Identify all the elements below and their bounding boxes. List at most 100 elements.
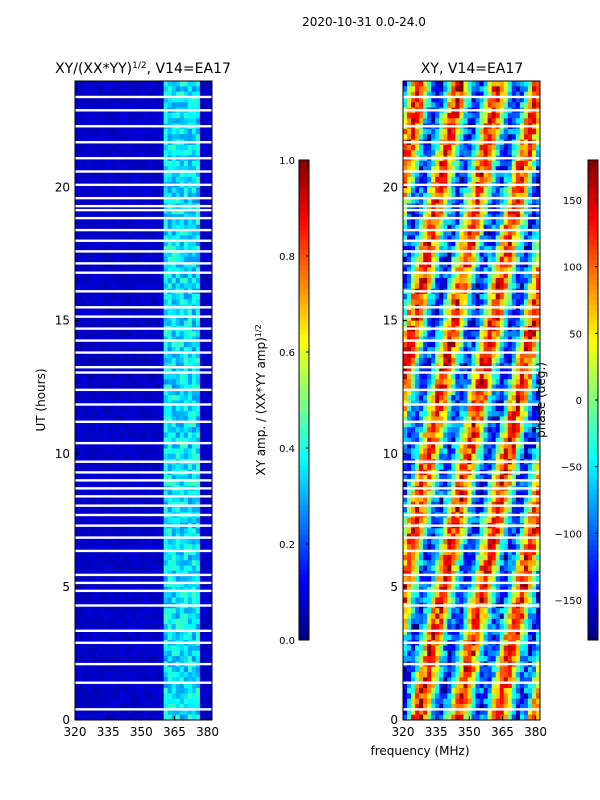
flagged-row (75, 95, 212, 99)
heatmap-cell (159, 656, 165, 662)
heatmap-cell (187, 480, 193, 487)
heatmap-cell (87, 96, 92, 103)
flagged-row (75, 216, 212, 220)
heatmap-cell (163, 187, 169, 194)
heatmap-cell (147, 144, 152, 151)
heatmap-cell (187, 448, 193, 455)
heatmap-cell (175, 704, 181, 710)
heatmap-cell (191, 507, 197, 513)
heatmap-cell (147, 634, 152, 641)
heatmap-cell (147, 347, 152, 353)
flagged-row (75, 366, 212, 369)
heatmap-cell (207, 219, 213, 226)
heatmap-cell (471, 91, 476, 98)
heatmap-cell (155, 443, 161, 449)
heatmap-cell (203, 496, 209, 503)
heatmap-cell (115, 560, 120, 566)
heatmap-cell (107, 677, 112, 684)
heatmap-cell (171, 688, 177, 694)
heatmap-cell (103, 496, 108, 503)
heatmap-cell (87, 437, 92, 444)
heatmap-cell (535, 91, 541, 98)
heatmap-cell (123, 278, 128, 284)
heatmap-cell (195, 278, 201, 284)
heatmap-cell (123, 613, 128, 620)
heatmap-cell (91, 405, 96, 412)
heatmap-cell (131, 629, 136, 636)
heatmap-cell (187, 235, 193, 242)
heatmap-cell (95, 688, 100, 694)
heatmap-cell (435, 166, 440, 172)
heatmap-cell (83, 597, 88, 604)
heatmap-cell (99, 693, 104, 700)
heatmap-cell (147, 230, 152, 236)
heatmap-cell (83, 267, 88, 274)
heatmap-cell (203, 176, 209, 183)
heatmap-cell (155, 134, 161, 140)
heatmap-cell (203, 118, 209, 125)
heatmap-cell (111, 299, 116, 306)
heatmap-cell (423, 166, 428, 172)
heatmap-cell (203, 150, 209, 156)
heatmap-cell (183, 704, 189, 710)
heatmap-cell (203, 411, 209, 417)
heatmap-cell (91, 480, 96, 487)
heatmap-cell (159, 102, 165, 109)
heatmap-cell (475, 144, 480, 151)
heatmap-cell (195, 544, 201, 551)
heatmap-cell (491, 144, 497, 151)
heatmap-cell (175, 198, 181, 204)
heatmap-cell (91, 309, 96, 316)
heatmap-cell (107, 421, 112, 428)
heatmap-cell (79, 144, 84, 151)
heatmap-cell (115, 352, 120, 359)
flagged-row (75, 371, 212, 374)
heatmap-cell (203, 565, 209, 572)
heatmap-cell (79, 187, 84, 194)
heatmap-cell (175, 357, 181, 364)
heatmap-cell (199, 613, 205, 620)
heatmap-cell (95, 86, 100, 93)
heatmap-cell (159, 150, 165, 156)
heatmap-cell (203, 246, 209, 252)
heatmap-cell (139, 597, 144, 604)
heatmap-cell (471, 96, 476, 103)
heatmap-cell (183, 560, 189, 566)
heatmap-cell (207, 437, 213, 444)
heatmap-cell (99, 331, 104, 337)
heatmap-cell (75, 565, 80, 572)
heatmap-cell (135, 592, 140, 598)
heatmap-cell (123, 645, 128, 652)
heatmap-cell (199, 299, 205, 306)
heatmap-cell (159, 517, 165, 524)
heatmap-cell (79, 538, 84, 545)
heatmap-cell (203, 219, 209, 226)
heatmap-cell (87, 709, 92, 716)
heatmap-cell (127, 682, 132, 689)
heatmap-cell (131, 592, 136, 598)
heatmap-cell (99, 352, 104, 359)
heatmap-cell (159, 437, 165, 444)
heatmap-cell (179, 629, 185, 636)
heatmap-cell (79, 507, 84, 513)
heatmap-cell (75, 688, 80, 694)
heatmap-cell (115, 187, 120, 194)
heatmap-cell (191, 549, 197, 556)
heatmap-cell (123, 432, 128, 439)
heatmap-cell (111, 352, 116, 359)
heatmap-cell (195, 208, 201, 215)
heatmap-cell (103, 373, 108, 380)
heatmap-cell (147, 491, 152, 497)
heatmap-cell (511, 91, 517, 98)
heatmap-cell (127, 565, 132, 572)
heatmap-cell (139, 432, 144, 439)
heatmap-cell (431, 192, 436, 199)
heatmap-cell (95, 549, 100, 556)
heatmap-cell (119, 235, 124, 242)
heatmap-cell (75, 224, 80, 231)
heatmap-cell (75, 405, 80, 412)
heatmap-cell (195, 560, 201, 566)
heatmap-cell (183, 528, 189, 535)
heatmap-cell (179, 576, 185, 582)
heatmap-cell (515, 160, 521, 167)
